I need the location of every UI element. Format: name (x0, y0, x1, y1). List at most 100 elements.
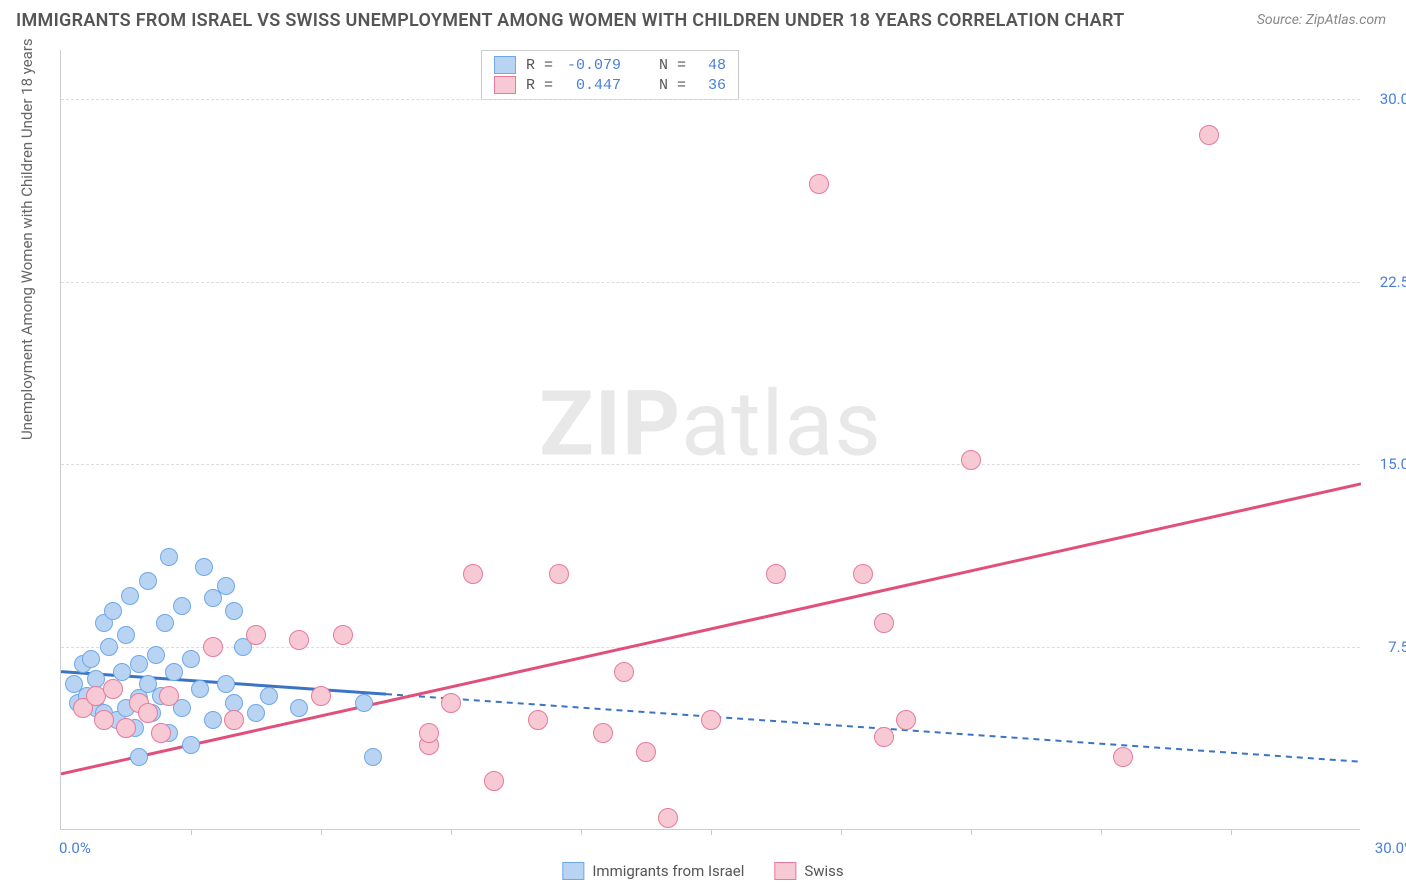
point-swiss (116, 718, 136, 738)
point-israel (165, 663, 183, 681)
point-israel (195, 558, 213, 576)
gridline (61, 647, 1360, 648)
point-swiss (809, 174, 829, 194)
point-swiss (528, 710, 548, 730)
stats-r-value: 0.447 (563, 77, 621, 94)
point-swiss (593, 723, 613, 743)
stats-n-label: N = (659, 57, 686, 74)
point-israel (130, 748, 148, 766)
stats-row-israel: R = -0.079 N = 48 (494, 55, 726, 75)
point-swiss (246, 625, 266, 645)
point-israel (225, 602, 243, 620)
gridline (61, 282, 1360, 283)
point-swiss (961, 450, 981, 470)
point-israel (217, 675, 235, 693)
legend-item: Swiss (774, 862, 843, 880)
point-israel (139, 572, 157, 590)
legend-label: Swiss (804, 862, 843, 880)
plot-area: ZIPatlas R =-0.079 N =48R =0.447 N =36 7… (60, 50, 1360, 830)
point-swiss (94, 710, 114, 730)
x-tick (711, 829, 712, 835)
point-israel (355, 694, 373, 712)
point-swiss (289, 630, 309, 650)
x-tick-label: 30.0% (1375, 839, 1406, 857)
point-israel (204, 711, 222, 729)
point-israel (364, 748, 382, 766)
legend-swatch (562, 862, 584, 880)
x-tick (321, 829, 322, 835)
legend-item: Immigrants from Israel (562, 862, 744, 880)
point-swiss (203, 637, 223, 657)
x-tick (841, 829, 842, 835)
point-swiss (549, 564, 569, 584)
y-tick-label: 15.0% (1365, 455, 1406, 473)
point-swiss (441, 693, 461, 713)
point-israel (182, 736, 200, 754)
stats-n-value: 48 (696, 57, 726, 74)
stats-row-swiss: R =0.447 N =36 (494, 75, 726, 95)
point-israel (290, 699, 308, 717)
point-israel (117, 626, 135, 644)
point-swiss (896, 710, 916, 730)
point-israel (217, 577, 235, 595)
point-swiss (853, 564, 873, 584)
point-israel (147, 646, 165, 664)
bottom-legend: Immigrants from Israel Swiss (562, 862, 843, 880)
point-israel (130, 655, 148, 673)
swatch-swiss (494, 76, 516, 94)
point-swiss (311, 686, 331, 706)
point-swiss (151, 723, 171, 743)
point-swiss (419, 723, 439, 743)
point-israel (173, 597, 191, 615)
point-swiss (138, 703, 158, 723)
stats-legend: R = -0.079 N = 48R = 0.447 N = 36 (481, 50, 739, 100)
x-tick (1101, 829, 1102, 835)
stats-r-value: -0.079 (563, 57, 621, 74)
source-label: Source: ZipAtlas.com (1257, 12, 1386, 28)
chart-title: IMMIGRANTS FROM ISRAEL VS SWISS UNEMPLOY… (16, 10, 1125, 31)
point-israel (82, 650, 100, 668)
y-tick-label: 30.0% (1365, 90, 1406, 108)
point-swiss (874, 613, 894, 633)
point-swiss (333, 625, 353, 645)
point-israel (260, 687, 278, 705)
stats-r-label: R = (526, 57, 553, 74)
point-swiss (224, 710, 244, 730)
point-swiss (766, 564, 786, 584)
gridline (61, 464, 1360, 465)
point-israel (104, 602, 122, 620)
watermark: ZIPatlas (539, 371, 882, 476)
point-swiss (874, 727, 894, 747)
x-tick (581, 829, 582, 835)
x-tick (191, 829, 192, 835)
point-swiss (1113, 747, 1133, 767)
y-tick-label: 22.5% (1365, 273, 1406, 291)
point-israel (182, 650, 200, 668)
watermark-bold: ZIP (539, 371, 681, 476)
point-swiss (614, 662, 634, 682)
stats-n-label: N = (659, 77, 686, 94)
stats-n-value: 36 (696, 77, 726, 94)
watermark-light: atlas (681, 371, 882, 476)
point-swiss (103, 679, 123, 699)
point-swiss (636, 742, 656, 762)
point-swiss (484, 771, 504, 791)
point-israel (156, 614, 174, 632)
gridline (61, 99, 1360, 100)
x-tick-label: 0.0% (59, 839, 91, 857)
point-swiss (1199, 125, 1219, 145)
y-tick-label: 7.5% (1365, 638, 1406, 656)
point-israel (160, 548, 178, 566)
y-axis-title: Unemployment Among Women with Children U… (18, 38, 36, 440)
point-swiss (701, 710, 721, 730)
x-tick (1231, 829, 1232, 835)
point-swiss (658, 808, 678, 828)
point-israel (121, 587, 139, 605)
point-israel (247, 704, 265, 722)
legend-label: Immigrants from Israel (592, 862, 744, 880)
legend-swatch (774, 862, 796, 880)
swatch-israel (494, 56, 516, 74)
point-israel (113, 663, 131, 681)
point-israel (191, 680, 209, 698)
point-swiss (463, 564, 483, 584)
